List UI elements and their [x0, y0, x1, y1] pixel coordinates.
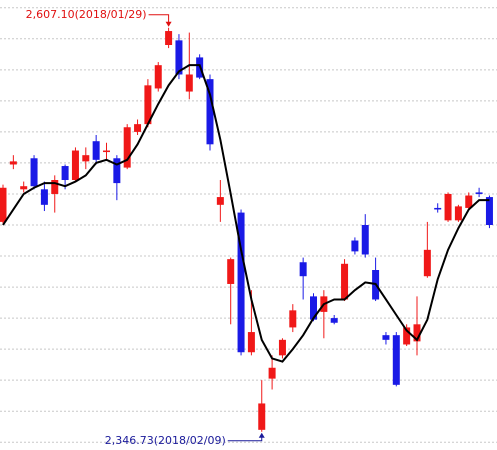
annotation-arrow [148, 14, 170, 26]
candle-body [82, 155, 90, 162]
candle-body [185, 74, 193, 92]
candle-body [382, 335, 390, 340]
candle-body [92, 141, 100, 160]
annotation-label: 2,346.73(2018/02/09) [105, 434, 226, 447]
candle-body [361, 225, 369, 255]
candle-body [206, 79, 214, 145]
candle-body [268, 367, 276, 379]
candle-body [247, 332, 255, 353]
candle-body [154, 65, 162, 89]
candle-body [392, 335, 400, 385]
annotation-label: 2,607.10(2018/01/29) [26, 8, 147, 21]
candle-body [51, 180, 59, 194]
candle-body [113, 158, 121, 184]
candle-body [465, 195, 473, 208]
candle-body [299, 262, 307, 277]
annotation-arrow [227, 433, 263, 442]
candle-body [216, 197, 224, 205]
candle-body [175, 40, 183, 75]
candle-body [485, 197, 493, 225]
candle-body [341, 263, 349, 300]
candle-body [403, 327, 411, 345]
candle-body [123, 127, 131, 168]
candle-body [40, 189, 48, 205]
candle-body [351, 240, 359, 252]
candle-body [278, 339, 286, 356]
candle-body [0, 187, 7, 222]
candle-body [20, 186, 28, 190]
candle-body [444, 193, 452, 221]
candle-body [30, 158, 38, 187]
candle-body [454, 206, 462, 221]
candle-body [310, 296, 317, 320]
arrow-head [258, 432, 265, 438]
candle-body [237, 212, 245, 353]
arrow-head [165, 21, 172, 27]
candle-body [258, 403, 266, 430]
candle-body [103, 150, 110, 153]
candle-body [9, 161, 17, 165]
candle-body [61, 166, 69, 180]
candle-body [475, 192, 483, 194]
candle-body [134, 124, 142, 132]
candle-body [289, 310, 297, 328]
candle-body [434, 207, 442, 210]
candle-body [165, 31, 173, 45]
candle-body [330, 318, 338, 323]
moving-average [2, 64, 490, 363]
candle-body [423, 249, 431, 277]
candle-body [413, 324, 421, 342]
candle-body [71, 150, 79, 180]
candle-body [144, 85, 152, 125]
candle-body [227, 259, 235, 284]
